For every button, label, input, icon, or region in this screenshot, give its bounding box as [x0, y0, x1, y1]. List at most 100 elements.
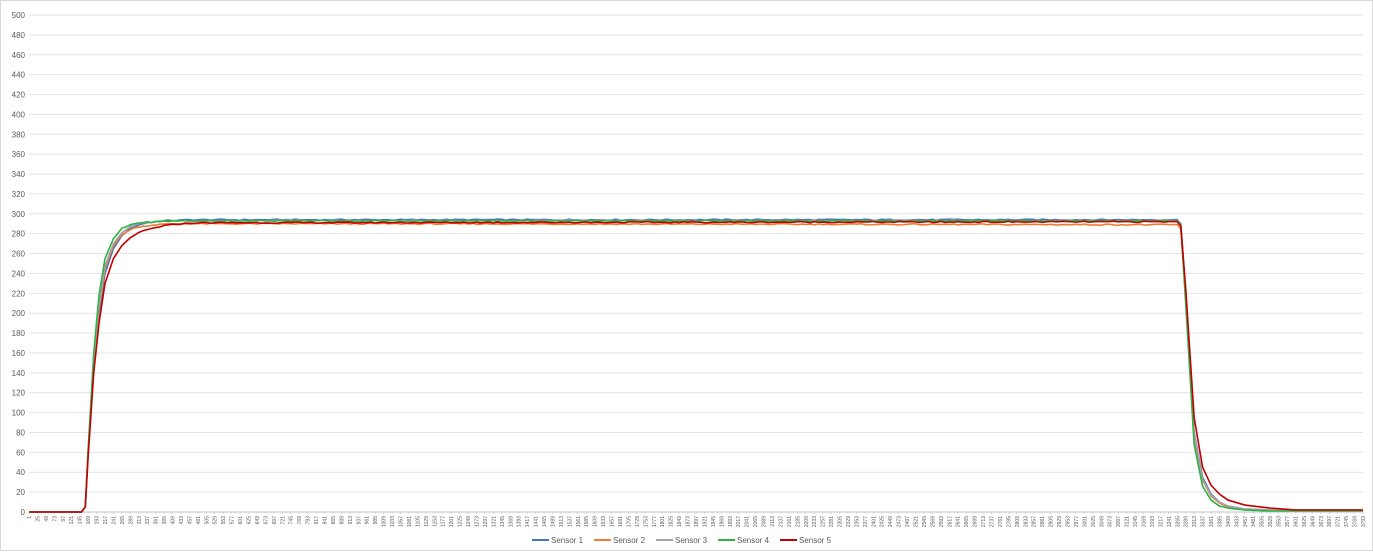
x-tick-label: 2473 — [897, 516, 903, 527]
x-tick-label: 2497 — [905, 516, 911, 527]
x-tick-label: 25 — [35, 516, 41, 522]
x-tick-label: 1057 — [398, 516, 404, 527]
x-tick-label: 3697 — [1327, 516, 1333, 527]
x-tick-label: 1489 — [550, 516, 556, 527]
y-tick-label: 60 — [16, 448, 25, 457]
x-tick-label: 1249 — [466, 516, 472, 527]
x-tick-label: 2041 — [745, 516, 751, 527]
x-tick-label: 3193 — [1150, 516, 1156, 527]
x-tick-label: 2737 — [990, 516, 996, 527]
x-tick-label: 2905 — [1049, 516, 1055, 527]
x-tick-label: 913 — [348, 516, 354, 525]
x-tick-label: 409 — [171, 516, 177, 525]
x-tick-label: 1393 — [517, 516, 523, 527]
x-tick-label: 3577 — [1285, 516, 1291, 527]
x-tick-label: 2953 — [1065, 516, 1071, 527]
x-tick-label: 3721 — [1336, 516, 1342, 527]
x-tick-label: 2257 — [821, 516, 827, 527]
x-tick-label: 937 — [356, 516, 362, 525]
legend-label: Sensor 2 — [613, 536, 646, 545]
x-tick-label: 3553 — [1277, 516, 1283, 527]
x-tick-label: 481 — [196, 516, 202, 525]
x-tick-label: 2161 — [787, 516, 793, 527]
x-tick-label: 2689 — [973, 516, 979, 527]
x-tick-label: 313 — [137, 516, 143, 525]
x-tick-label: 337 — [145, 516, 151, 525]
x-tick-label: 49 — [44, 516, 50, 522]
x-tick-label: 289 — [128, 516, 134, 525]
x-tick-label: 1 — [27, 516, 33, 519]
x-tick-label: 2833 — [1023, 516, 1029, 527]
x-tick-label: 2377 — [863, 516, 869, 527]
x-tick-label: 625 — [247, 516, 253, 525]
series-lines — [29, 218, 1363, 513]
x-tick-label: 1681 — [618, 516, 624, 527]
x-tick-label: 3337 — [1201, 516, 1207, 527]
x-tick-label: 1969 — [719, 516, 725, 527]
x-tick-label: 2809 — [1015, 516, 1021, 527]
y-tick-label: 300 — [12, 210, 26, 219]
x-tick-label: 3169 — [1141, 516, 1147, 527]
x-tick-label: 721 — [280, 516, 286, 525]
x-tick-label: 97 — [61, 516, 67, 522]
x-tick-label: 361 — [154, 516, 160, 525]
x-tick-label: 3265 — [1175, 516, 1181, 527]
x-tick-label: 2929 — [1057, 516, 1063, 527]
x-tick-label: 2449 — [888, 516, 894, 527]
x-tick-label: 265 — [120, 516, 126, 525]
series-line-sensor-4 — [29, 219, 1363, 513]
x-tick-label: 1105 — [415, 516, 421, 527]
x-tick-label: 553 — [221, 516, 227, 525]
x-tick-label: 889 — [339, 516, 345, 525]
x-tick-label: 2569 — [930, 516, 936, 527]
x-tick-label: 3361 — [1209, 516, 1215, 527]
y-tick-label: 200 — [12, 309, 26, 318]
x-tick-label: 1873 — [686, 516, 692, 527]
y-tick-label: 340 — [12, 170, 26, 179]
x-tick-label: 3601 — [1293, 516, 1299, 527]
x-tick-label: 577 — [230, 516, 236, 525]
x-tick-label: 769 — [297, 516, 303, 525]
x-tick-label: 745 — [289, 516, 295, 525]
legend: Sensor 1 Sensor 2 Sensor 3 Sensor 4 Sensor 5 — [532, 536, 832, 545]
x-tick-label: 1537 — [567, 516, 573, 527]
x-tick-label: 1417 — [525, 516, 531, 527]
x-tick-label: 1633 — [601, 516, 607, 527]
x-tick-label: 649 — [255, 516, 261, 525]
x-tick-label: 3217 — [1158, 516, 1164, 527]
legend-label: Sensor 3 — [675, 536, 708, 545]
x-tick-label: 2353 — [854, 516, 860, 527]
x-tick-label: 3121 — [1125, 516, 1131, 527]
series-line-sensor-5 — [29, 220, 1363, 513]
x-tick-label: 2017 — [736, 516, 742, 527]
x-tick-label: 2545 — [922, 516, 928, 527]
x-tick-label: 2977 — [1074, 516, 1080, 527]
x-tick-label: 3313 — [1192, 516, 1198, 527]
x-tick-label: 1201 — [449, 516, 455, 527]
x-tick-label: 1825 — [669, 516, 675, 527]
x-tick-label: 1345 — [500, 516, 506, 527]
y-tick-label: 80 — [16, 428, 25, 437]
y-tick-label: 280 — [12, 230, 26, 239]
x-tick-label: 2761 — [998, 516, 1004, 527]
x-tick-label: 3025 — [1091, 516, 1097, 527]
x-tick-label: 1297 — [483, 516, 489, 527]
y-tick-label: 420 — [12, 91, 26, 100]
y-tick-label: 440 — [12, 71, 26, 80]
y-tick-label: 120 — [12, 389, 26, 398]
x-axis: 1 25 49 73 97 121 145 169 193 217 241 265 289 313 337 3… — [27, 512, 1367, 527]
x-tick-label: 1081 — [407, 516, 413, 527]
y-tick-label: 480 — [12, 31, 26, 40]
x-tick-label: 1945 — [711, 516, 717, 527]
x-tick-label: 2713 — [981, 516, 987, 527]
x-tick-label: 961 — [365, 516, 371, 525]
x-tick-label: 505 — [204, 516, 210, 525]
x-tick-label: 3745 — [1344, 516, 1350, 527]
x-tick-label: 2665 — [964, 516, 970, 527]
x-tick-label: 841 — [323, 516, 329, 525]
x-tick-label: 3769 — [1353, 516, 1359, 527]
x-tick-label: 1033 — [390, 516, 396, 527]
x-tick-label: 1729 — [635, 516, 641, 527]
x-tick-label: 1273 — [474, 516, 480, 527]
y-tick-label: 380 — [12, 130, 26, 139]
